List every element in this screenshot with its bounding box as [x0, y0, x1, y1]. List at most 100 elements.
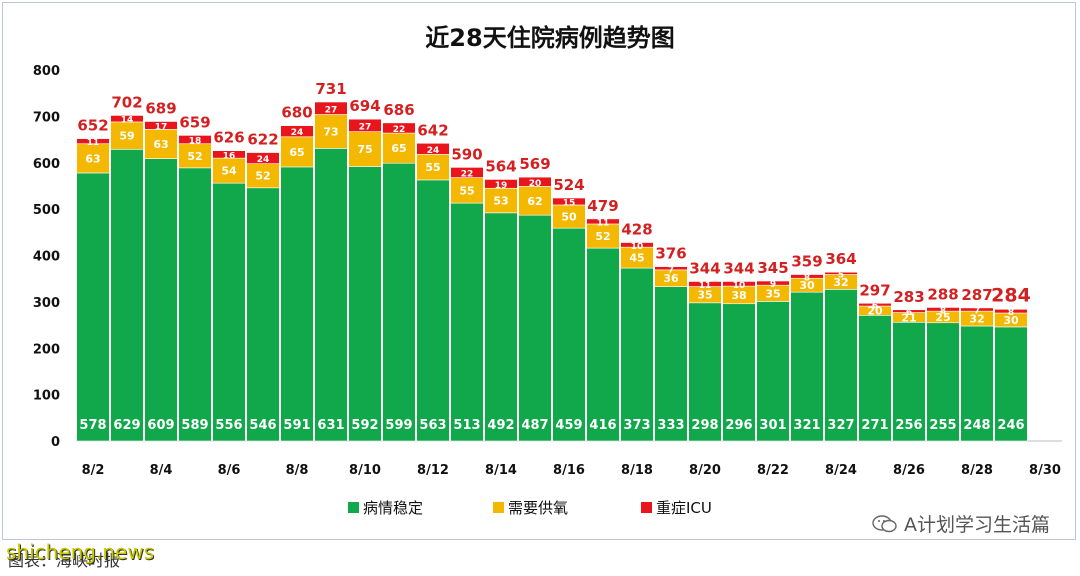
bar-label-oxygen: 32 — [833, 276, 848, 289]
total-label: 524 — [553, 176, 584, 194]
bar-label-oxygen: 62 — [527, 195, 542, 208]
bar-label-oxygen: 52 — [595, 230, 610, 243]
y-tick-label: 300 — [33, 296, 60, 311]
bar-segment-oxygen — [280, 136, 314, 168]
bar-label-oxygen: 35 — [765, 287, 780, 300]
chart-title: 近28天住院病例趋势图 — [425, 24, 674, 52]
bar-segment-oxygen — [110, 121, 144, 150]
bar-label-icu: 17 — [155, 122, 168, 132]
bar-label-icu: 8 — [804, 273, 810, 283]
x-tick-label: 8/16 — [553, 463, 585, 478]
x-tick-label: 8/14 — [485, 463, 517, 478]
bar-label-oxygen: 52 — [187, 150, 202, 163]
bar-label-oxygen: 45 — [629, 252, 644, 265]
bar-segment-stable — [280, 166, 314, 442]
bar-segment-icu — [756, 280, 790, 286]
legend-swatch — [641, 502, 652, 513]
bar-label-icu: 11 — [699, 281, 712, 291]
legend: 病情稳定 需要供氧 重症ICU — [348, 499, 712, 517]
bar-label-stable: 546 — [249, 418, 276, 433]
bar-label-stable: 609 — [147, 418, 174, 433]
bar-label-icu: 24 — [427, 146, 440, 156]
x-tick-label: 8/22 — [757, 463, 789, 478]
total-label: 479 — [587, 197, 618, 215]
bar-label-icu: 22 — [393, 125, 406, 135]
bar-label-oxygen: 73 — [323, 125, 338, 138]
bar-label-oxygen: 59 — [119, 130, 134, 143]
bar-segment-icu — [110, 115, 144, 123]
bar-segment-oxygen — [348, 131, 382, 167]
bar-label-icu: 24 — [291, 128, 304, 138]
bar-segment-icu — [76, 138, 110, 145]
total-label: 428 — [621, 221, 652, 239]
total-label: 359 — [791, 253, 822, 271]
bar-segment-stable — [450, 202, 484, 442]
bar-segment-stable — [382, 162, 416, 442]
bar-label-icu: 11 — [597, 218, 610, 228]
bar-segment-oxygen — [314, 114, 348, 149]
bar-label-icu: 10 — [733, 281, 746, 291]
bar-label-oxygen: 52 — [255, 170, 270, 183]
total-label: 287 — [961, 286, 992, 304]
total-label: 344 — [723, 259, 754, 277]
bar-label-oxygen: 63 — [85, 152, 100, 165]
bars: 5786311652629591470260963176895895218659… — [76, 80, 1031, 442]
bar-label-icu: 22 — [461, 169, 474, 179]
total-label: 344 — [689, 259, 720, 277]
bar-label-icu: 8 — [1008, 308, 1014, 318]
bar-label-stable: 327 — [827, 418, 854, 433]
bar-segment-icu — [824, 271, 858, 275]
bar-label-stable: 563 — [419, 418, 446, 433]
total-label: 569 — [519, 155, 550, 173]
total-label: 659 — [179, 113, 210, 131]
bar-label-oxygen: 63 — [153, 138, 168, 151]
bar-label-icu: 14 — [121, 116, 134, 126]
bar-label-icu: 10 — [631, 242, 644, 252]
bar-segment-oxygen — [212, 157, 246, 184]
bar-segment-stable — [960, 325, 994, 442]
bar-label-oxygen: 65 — [289, 146, 304, 159]
bar-segment-icu — [382, 122, 416, 134]
bar-label-icu: 19 — [495, 181, 508, 191]
bar-segment-stable — [654, 286, 688, 442]
bar-segment-oxygen — [416, 154, 450, 181]
total-label: 626 — [213, 129, 244, 147]
bar-segment-stable — [246, 187, 280, 442]
x-tick-label: 8/18 — [621, 463, 653, 478]
bar-segment-stable — [178, 167, 212, 442]
bar-label-icu: 18 — [189, 137, 202, 147]
bar-label-oxygen: 55 — [459, 184, 474, 197]
bar-segment-icu — [960, 307, 994, 312]
total-label: 622 — [247, 131, 278, 149]
bar-segment-stable — [790, 291, 824, 442]
total-label: 652 — [77, 117, 108, 135]
bar-label-icu: 27 — [325, 105, 338, 115]
y-tick-label: 500 — [33, 203, 60, 218]
bar-label-oxygen: 32 — [969, 313, 984, 326]
total-label: 694 — [349, 97, 380, 115]
bar-segment-stable — [484, 212, 518, 442]
total-label: 731 — [315, 80, 346, 98]
bar-label-stable: 246 — [997, 418, 1024, 433]
total-label: 590 — [451, 145, 482, 163]
bar-label-stable: 487 — [521, 418, 548, 433]
bar-segment-oxygen — [484, 187, 518, 214]
bar-segment-stable — [348, 166, 382, 442]
x-tick-label: 8/4 — [150, 463, 173, 478]
bar-segment-oxygen — [586, 223, 620, 249]
legend-label: 病情稳定 — [363, 499, 423, 517]
x-tick-label: 8/2 — [82, 463, 105, 478]
bar-label-oxygen: 30 — [1003, 314, 1019, 327]
watermark: A计划学习生活篇 — [872, 510, 1050, 537]
bar-segment-icu — [586, 218, 620, 225]
bar-segment-stable — [314, 148, 348, 442]
bar-segment-stable — [212, 182, 246, 442]
bar-label-oxygen: 50 — [561, 211, 577, 224]
total-label: 702 — [111, 93, 142, 111]
bar-segment-icu — [892, 309, 926, 313]
bar-segment-stable — [586, 247, 620, 442]
bar-segment-stable — [824, 289, 858, 442]
bar-label-stable: 629 — [113, 418, 140, 433]
x-tick-label: 8/6 — [218, 463, 241, 478]
bar-label-oxygen: 54 — [221, 165, 237, 178]
